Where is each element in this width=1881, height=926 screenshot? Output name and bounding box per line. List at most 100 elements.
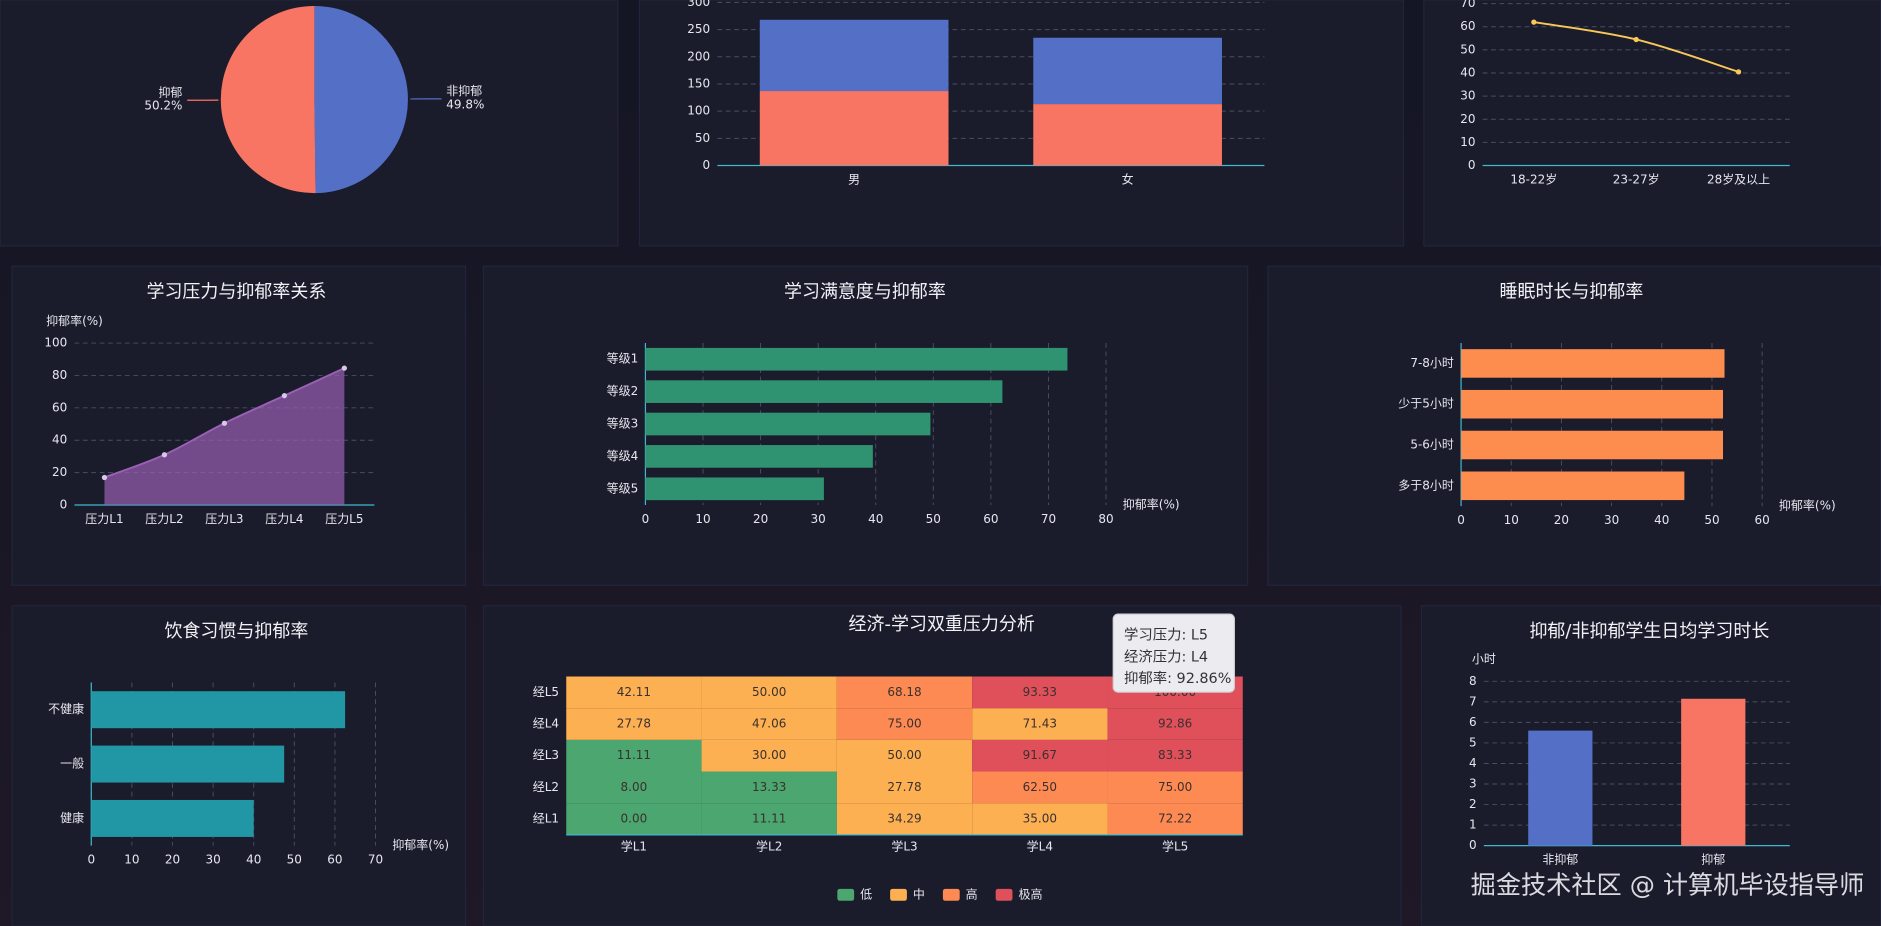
legend-swatch	[890, 888, 907, 901]
heat-cell	[1107, 708, 1243, 740]
cell-label: 75.00	[1158, 780, 1192, 794]
bar	[645, 347, 1068, 371]
heat-cell	[566, 739, 702, 772]
heat-cell	[836, 803, 973, 835]
y-tick-label: 40	[52, 433, 67, 447]
panel	[1267, 265, 1881, 586]
x-tick-label: 压力L2	[145, 512, 183, 526]
y-tick-label: 等级2	[607, 384, 639, 398]
heat-cell	[972, 803, 1108, 835]
heat-cell	[1107, 739, 1243, 772]
legend-swatch	[942, 888, 960, 901]
point	[221, 420, 228, 426]
cell-label: 27.78	[887, 780, 921, 794]
chart-title: 学习满意度与抑郁率	[784, 282, 946, 303]
y-tick-label: 健康	[60, 810, 84, 825]
heat-cell	[566, 803, 702, 835]
bar	[1461, 389, 1724, 419]
bar	[91, 691, 346, 729]
point	[281, 393, 288, 399]
y-tick-label: 40	[1460, 65, 1475, 79]
point	[161, 452, 168, 458]
y-tick-label: 4	[1469, 756, 1477, 770]
bar-segment	[759, 19, 949, 92]
x-tick-label: 10	[695, 512, 710, 526]
x-axis-label: 抑郁率(%)	[392, 837, 449, 852]
pie-slice	[314, 5, 408, 194]
heat-cell	[566, 708, 702, 740]
y-tick-label: 7	[1469, 694, 1477, 708]
legend-swatch	[837, 888, 855, 901]
heat-cell	[836, 676, 973, 709]
y-tick-label: 经L2	[533, 780, 559, 794]
cell-label: 11.11	[752, 812, 786, 826]
bar	[645, 477, 824, 501]
y-tick-label: 不健康	[48, 701, 84, 716]
heat-cell	[701, 771, 837, 804]
watermark: 掘金技术社区 @ 计算机毕设指导师	[1471, 870, 1865, 899]
point	[1633, 36, 1639, 43]
cell-label: 75.00	[887, 717, 921, 731]
cell-label: 42.11	[617, 685, 651, 699]
y-tick-label: 5-6小时	[1410, 438, 1454, 452]
cell-label: 92.86	[1158, 717, 1192, 731]
y-tick-label: 60	[1460, 19, 1475, 33]
x-tick-label: 28岁及以上	[1707, 171, 1770, 186]
legend-label: 极高	[1018, 886, 1042, 901]
y-tick-label: 6	[1469, 715, 1477, 729]
y-tick-label: 一般	[60, 756, 84, 771]
y-tick-label: 20	[1460, 112, 1475, 126]
cell-label: 0.00	[621, 812, 648, 826]
heat-cell	[972, 676, 1108, 709]
tooltip	[1112, 613, 1235, 693]
y-tick-label: 150	[687, 76, 710, 90]
legend-label: 中	[913, 886, 925, 901]
cell-label: 30.00	[752, 748, 786, 762]
x-tick-label: 10	[1504, 513, 1519, 527]
x-tick-label: 50	[1704, 513, 1719, 527]
x-tick-label: 抑郁	[1701, 852, 1725, 867]
cell-label: 71.43	[1023, 717, 1057, 731]
bar-segment	[1033, 37, 1222, 105]
x-tick-label: 30	[811, 512, 826, 526]
panel	[1420, 605, 1881, 926]
y-tick-label: 80	[52, 368, 67, 382]
heat-cell	[1107, 771, 1243, 804]
x-tick-label: 70	[368, 853, 383, 867]
cell-label: 8.00	[621, 780, 648, 794]
y-tick-label: 200	[687, 49, 710, 63]
bar	[645, 445, 873, 468]
y-tick-label: 70	[1460, 0, 1475, 10]
y-tick-label: 3	[1469, 777, 1477, 791]
y-tick-label: 0	[1468, 158, 1476, 172]
x-tick-label: 60	[1755, 513, 1770, 527]
x-tick-label: 压力L3	[205, 512, 243, 526]
cell-label: 35.00	[1023, 812, 1057, 826]
cell-label: 91.67	[1023, 748, 1057, 762]
y-tick-label: 经L4	[533, 717, 559, 731]
cell-label: 62.50	[1023, 780, 1057, 794]
x-tick-label: 0	[87, 853, 95, 867]
x-tick-label: 40	[1654, 513, 1669, 527]
y-tick-label: 50	[1460, 42, 1475, 56]
y-tick-label: 0	[60, 497, 68, 511]
bar	[91, 799, 254, 837]
x-tick-label: 20	[165, 853, 180, 867]
x-tick-label: 60	[327, 853, 342, 867]
bar	[1461, 349, 1725, 378]
y-tick-label: 7-8小时	[1410, 356, 1454, 370]
x-tick-label: 30	[205, 853, 220, 867]
cell-label: 13.33	[752, 780, 786, 794]
x-tick-label: 压力L5	[325, 512, 363, 526]
x-tick-label: 学L4	[1027, 838, 1053, 853]
tooltip-line: 抑郁率: 92.86%	[1124, 670, 1231, 687]
y-tick-label: 50	[695, 131, 710, 145]
x-tick-label: 20	[753, 512, 768, 526]
panel	[638, 0, 1405, 247]
bar	[1528, 730, 1593, 846]
y-tick-label: 300	[687, 0, 710, 9]
y-tick-label: 250	[687, 22, 710, 36]
point	[101, 474, 108, 481]
